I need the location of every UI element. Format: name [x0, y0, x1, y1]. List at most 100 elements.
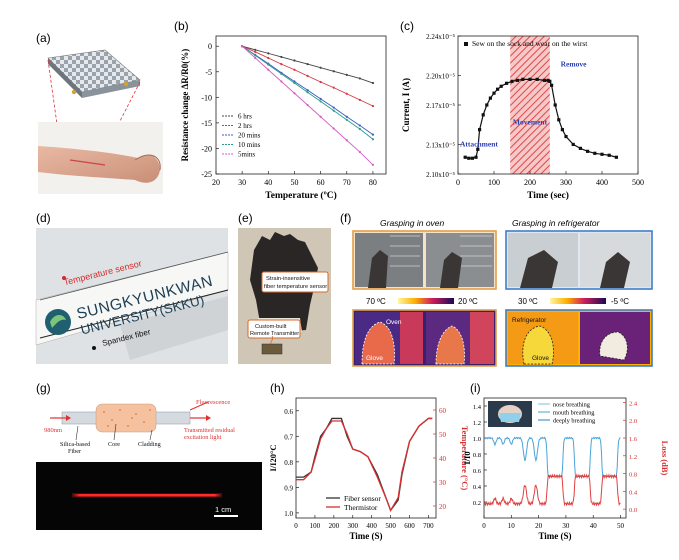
data-point-b [345, 92, 348, 95]
data-point-c [607, 153, 611, 157]
y-tick-label-c: 2.24x10⁻⁵ [426, 33, 455, 41]
data-point-c [535, 77, 539, 81]
data-point-c [571, 142, 575, 147]
data-point-b [319, 100, 322, 103]
inset-mask [499, 413, 521, 422]
panel-label-d: (d) [36, 211, 51, 225]
x-tick-label-b: 20 [212, 178, 220, 187]
data-point-c [553, 103, 557, 107]
x-tick-label-b: 60 [317, 178, 325, 187]
panel-e: (e) Strain-insensitive fiber temperature… [238, 211, 331, 364]
legend-marker-c [464, 42, 468, 46]
label-fluorescence: Fluorescence [196, 399, 230, 406]
y-tick-label-right-h: 60 [439, 407, 447, 415]
x-tick-label-b: 80 [369, 178, 377, 187]
x-tick-label-h: 600 [404, 522, 415, 530]
y-tick-label-right-h: 50 [439, 431, 447, 439]
data-point-c [515, 78, 519, 82]
data-point-c [474, 155, 478, 159]
x-tick-label-h: 100 [310, 522, 321, 530]
x-tick-label-i: 30 [562, 522, 570, 530]
y-axis-label-right-h: Temperature (°C) [460, 426, 470, 491]
data-point-b [345, 139, 348, 142]
data-point-c [488, 96, 492, 100]
data-point-b [293, 92, 296, 95]
data-point-c [478, 128, 482, 132]
panel-label-g: (g) [36, 381, 51, 395]
y-tick-label-left-h: 0.6 [284, 408, 293, 416]
panel-label-c: (c) [400, 19, 414, 33]
data-point-b [293, 80, 296, 83]
label-transmitted-2: excitation light [184, 434, 222, 441]
y-tick-label-left-i: 1.0 [473, 436, 481, 443]
legend-entry-i: deeply breathing [553, 418, 596, 425]
panel-b: (b) 20 30 40 50 60 70 80 0 -5 -10 -15 -20 -25 Tempera… [174, 19, 387, 201]
data-point-b [254, 56, 257, 60]
x-tick-label-i: 50 [617, 522, 625, 530]
y-tick-label-left-i: 0.2 [473, 500, 481, 507]
legend-entry-b: 5mins [238, 151, 255, 159]
legend-entry-b: 20 mins [238, 132, 261, 140]
title-grasping-refrigerator: Grasping in refrigerator [512, 218, 601, 228]
y-axis-label-left-h: I/I20°C [268, 444, 278, 471]
series-line-h [296, 417, 433, 512]
data-point-c [557, 118, 561, 122]
y-tick-label-b: -15 [201, 119, 212, 128]
data-point-b [293, 59, 296, 62]
x-tick-label-h: 500 [385, 522, 396, 530]
annotation-movement: Movement [513, 118, 548, 127]
y-tick-label-c: 2.20x10⁻⁵ [426, 72, 455, 80]
y-tick-label-right-i: 1.6 [629, 436, 638, 443]
chart-resistance-change: 20 30 40 50 60 70 80 0 -5 -10 -15 -20 -25 Temperature… [180, 35, 387, 201]
data-point-c [614, 155, 618, 159]
legend-entry-b: 6 hrs [238, 113, 252, 121]
panel-label-h: (h) [270, 381, 285, 395]
label-scale-1cm: 1 cm [215, 505, 231, 514]
label-glove-fridge: Glove [532, 355, 549, 362]
data-point-c [586, 149, 590, 153]
data-point-c [528, 77, 532, 81]
y-tick-label-b: 0 [208, 42, 212, 51]
oven-color-scale [398, 298, 454, 304]
data-point-b [306, 103, 309, 107]
panel-a: (a) [36, 31, 163, 194]
data-point-c [578, 146, 582, 150]
label-custom-built: Custom-built [255, 324, 287, 330]
label-oven: Oven [386, 319, 402, 326]
label-transmitted-1: Transmitted residual [184, 427, 235, 434]
panel-label-e: (e) [238, 211, 253, 225]
label-core: Core [108, 441, 120, 448]
y-tick-label-right-i: 0.0 [629, 507, 637, 514]
data-point-c [542, 78, 546, 82]
y-tick-label-b: -25 [201, 170, 212, 179]
data-point-b [371, 81, 375, 85]
y-axis-label-b: Resistance change ΔR/R0(%) [180, 49, 190, 162]
y-tick-label-right-i: 0.4 [629, 489, 638, 496]
y-tick-label-right-h: 40 [439, 455, 447, 463]
data-point-b [280, 72, 283, 75]
data-point-c [564, 134, 568, 139]
legend-entry-b: 2 hrs [238, 122, 252, 130]
y-tick-label-left-h: 0.9 [284, 484, 293, 492]
movement-window [510, 36, 550, 174]
data-point-b [345, 118, 348, 121]
legend-entry-b: 10 mins [238, 141, 261, 149]
data-point-b [371, 104, 375, 108]
panel-label-b: (b) [174, 19, 189, 33]
data-point-b [319, 66, 322, 69]
y-tick-label-right-i: 0.8 [629, 472, 637, 479]
legend-entry-i: mouth breathing [553, 410, 595, 417]
label-glove-oven: Glove [366, 355, 383, 362]
x-tick-label-b: 30 [238, 178, 246, 187]
oven-scale-high: 70 ºC [366, 297, 386, 306]
data-point-b [293, 68, 296, 71]
label-cladding: Cladding [138, 441, 161, 448]
data-point-b [358, 127, 361, 131]
label-fiber-temp-sensor: fiber temperature sensor [264, 284, 327, 290]
data-point-b [280, 55, 283, 59]
y-tick-label-right-h: 20 [439, 503, 447, 511]
x-tick-label-h: 0 [294, 522, 298, 530]
legend-entry-h: Thermistor [344, 503, 378, 512]
x-tick-label-b: 50 [290, 178, 298, 187]
y-tick-label-left-h: 1.0 [284, 510, 293, 518]
